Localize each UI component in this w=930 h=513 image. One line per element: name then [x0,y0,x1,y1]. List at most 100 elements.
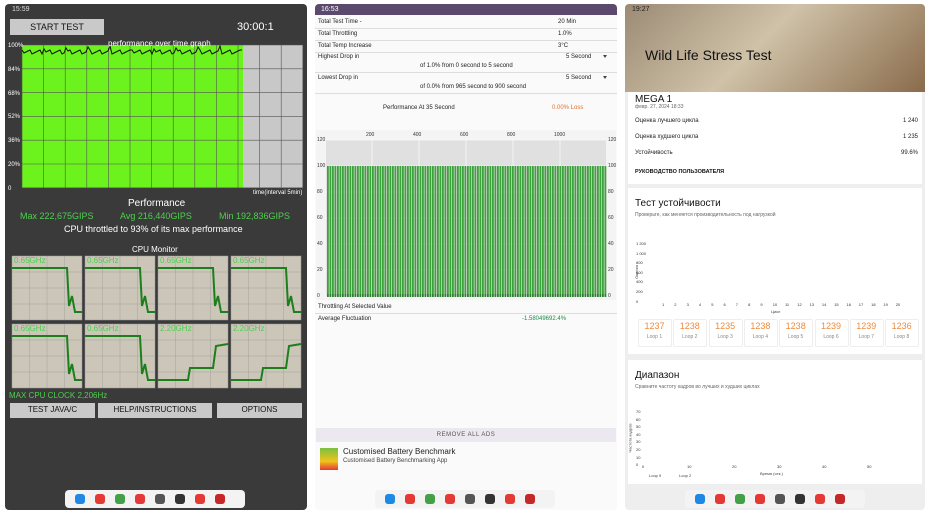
x-tick: 16 [846,302,851,307]
bar [469,166,472,294]
app-icon[interactable] [405,494,415,504]
right-tick: 120 [608,137,617,143]
guide-link[interactable]: РУКОВОДСТВО ПОЛЬЗОВАТЕЛЯ [635,169,725,175]
drop-select[interactable]: 5 Second [566,75,592,81]
app-icon[interactable] [445,494,455,504]
app-icon[interactable] [175,494,185,504]
app-icon[interactable] [715,494,725,504]
loop-label: Loop 3 [717,334,733,340]
marker [412,294,414,297]
start-button[interactable] [10,19,104,35]
perf-at-label: Performance At 35 Second [383,105,455,111]
top-tick: 600 [460,132,469,138]
y-tick: 600 [636,269,643,275]
x-tick: 14 [821,302,827,307]
bar [344,166,347,294]
row-label: Оценка лучшего цикла [635,118,699,124]
loop-box [885,319,920,347]
marker [367,294,369,297]
app-icon[interactable] [215,494,225,504]
app-icon[interactable] [75,494,85,504]
ad-title[interactable]: Customised Battery Benchmark [343,447,456,456]
app-icon[interactable] [755,494,765,504]
marker [347,294,349,297]
x-tick: 4 [698,302,702,307]
perf-min: Min 192,836GIPS [219,211,291,221]
y-tick: 1 200 [636,241,647,246]
button[interactable] [98,403,212,418]
row [315,303,617,314]
bar [522,166,524,294]
marker [339,294,342,297]
x-tick: 20 [732,464,737,469]
loop-score: 1238 [750,321,771,331]
app-icon[interactable] [775,494,785,504]
start-button-label[interactable]: START TEST [30,22,84,32]
y-axis-title: Частота кадров [627,423,633,453]
core-line [12,335,82,381]
loop-score: 1239 [820,321,842,331]
bar [447,166,449,294]
remove-ads-button[interactable] [316,428,616,442]
marker [497,294,499,297]
marker [392,294,394,297]
app-icon[interactable] [195,494,205,504]
bar [342,166,344,294]
app-icon[interactable] [835,494,845,504]
app-icon[interactable] [505,494,515,504]
x-tick: 2 [674,302,677,307]
marker [462,294,464,297]
throttling-label: Throttling At Selected Value [318,304,392,310]
app-icon[interactable] [465,494,475,504]
app-icon[interactable] [795,494,805,504]
bar [339,166,342,294]
core-clock: 2.20GHz [160,324,192,333]
remove-ads-label[interactable]: REMOVE ALL ADS [436,432,496,438]
marker [419,294,422,297]
y-tick: 70 [636,409,641,414]
app-icon[interactable] [135,494,145,504]
button-label[interactable]: TEST JAVA/C [27,405,78,414]
loop-label: Loop 1 [646,334,663,340]
marker [484,294,487,297]
button-label[interactable]: HELP/INSTRUCTIONS [113,405,197,414]
fluct-label: Average Fluctuation [318,316,372,322]
y-axis-title: Оценка [633,265,639,279]
app-icon[interactable] [485,494,495,504]
app-icon[interactable] [95,494,105,504]
loop-box [638,319,672,347]
perf-avg: Avg 216,440GIPS [120,211,192,221]
x-label: time(interval 5min) [253,190,303,196]
app-icon[interactable] [115,494,125,504]
marker [594,294,597,297]
button[interactable] [217,403,302,418]
marker [577,294,579,297]
header-image [625,4,925,92]
app-icon[interactable] [735,494,745,504]
bar [589,166,592,294]
x-tick: 0 [642,464,645,469]
drop-select[interactable]: 5 Second [566,54,592,60]
top-tick: 1000 [554,132,566,138]
app-icon[interactable] [425,494,435,504]
button-label[interactable]: OPTIONS [241,405,278,414]
app-icon[interactable] [695,494,705,504]
bar [494,166,497,294]
dropdown-arrow [603,76,607,79]
core-clock: 0.65GHz [87,256,119,265]
core-clock: 0.65GHz [160,256,192,265]
marker [547,294,549,297]
summary-value: 1.0% [558,31,572,37]
bar [514,166,517,294]
bar [554,166,557,294]
marker [482,294,484,297]
bar [527,166,529,294]
app-icon[interactable] [525,494,535,504]
bar [467,166,469,294]
app-icon[interactable] [155,494,165,504]
marker [359,294,362,297]
app-icon[interactable] [385,494,395,504]
app-icon[interactable] [815,494,825,504]
y-tick: 20 [636,447,641,452]
button[interactable] [10,403,95,418]
